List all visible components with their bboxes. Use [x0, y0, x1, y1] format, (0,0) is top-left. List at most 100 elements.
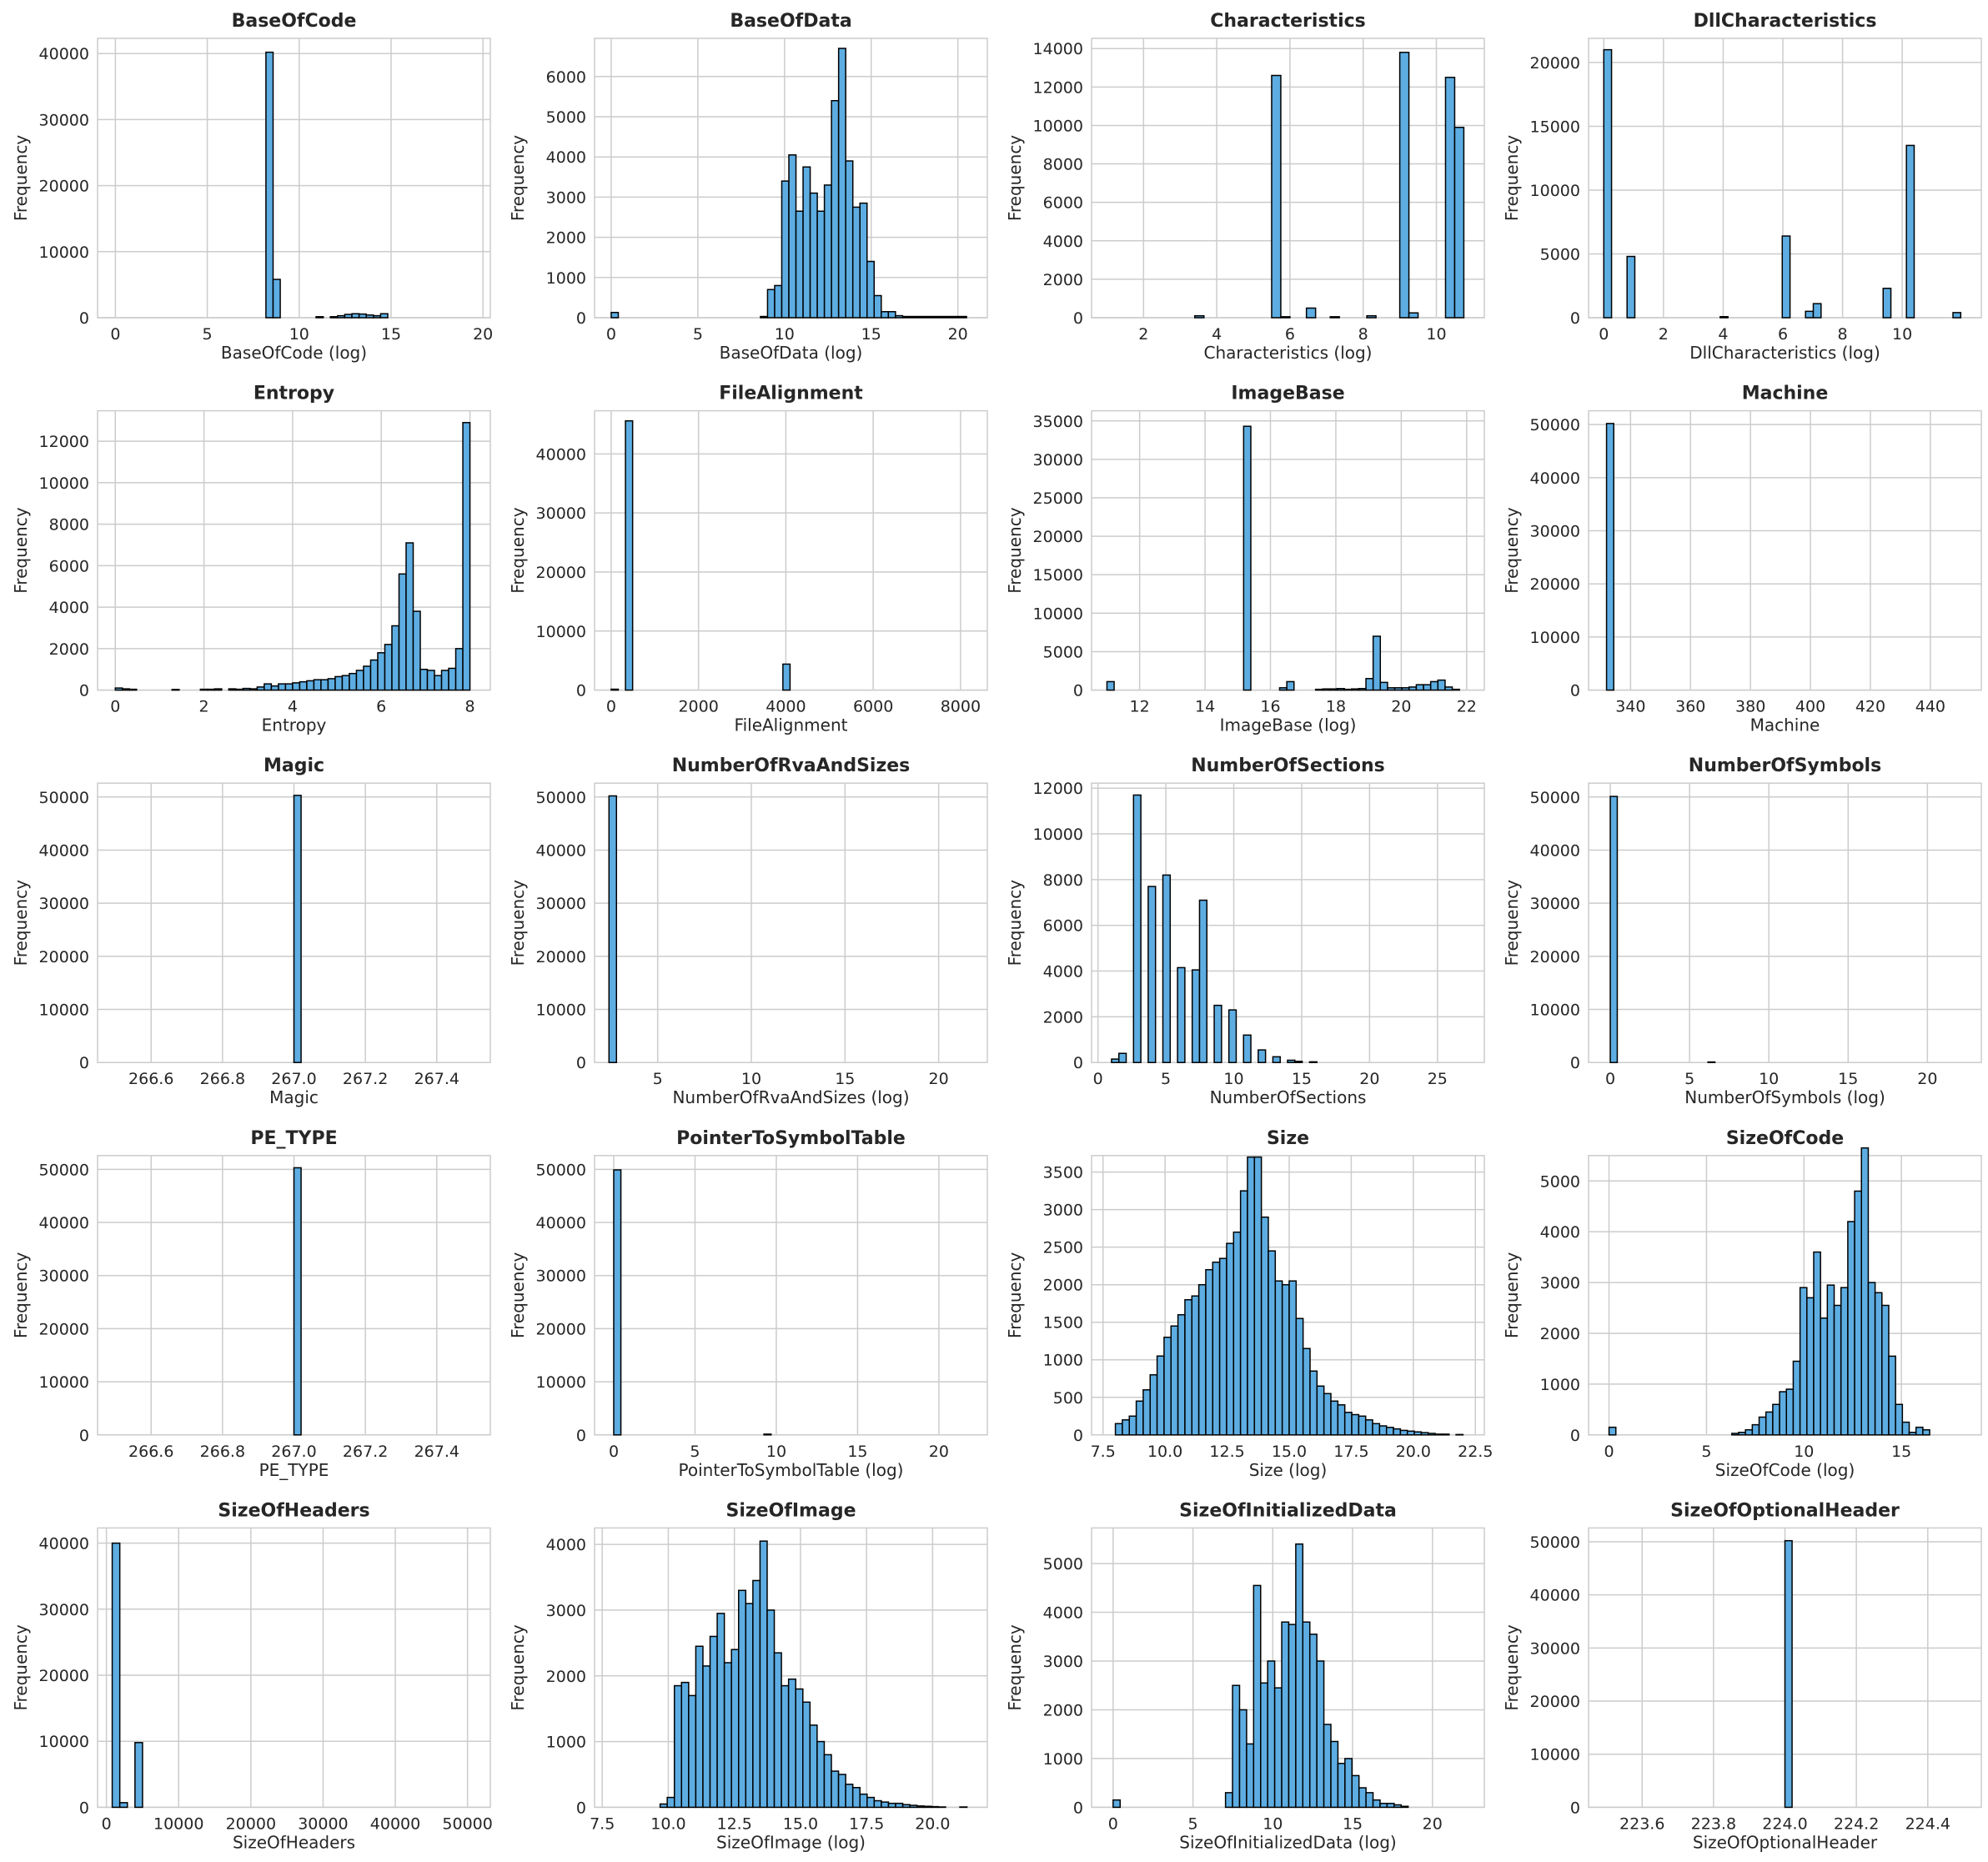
- histogram-bar: [1191, 1295, 1200, 1436]
- histogram-bar: [1386, 1802, 1395, 1809]
- histogram-bar: [1329, 688, 1338, 691]
- x-axis-label: FileAlignment: [735, 715, 848, 735]
- x-tick-label: 0: [1599, 325, 1609, 344]
- histogram-bar: [873, 1799, 882, 1809]
- histogram-bar: [809, 192, 818, 319]
- x-tick-label: 267.4: [414, 1070, 459, 1088]
- histogram-bar: [816, 210, 826, 319]
- x-tick-label: 20.0: [915, 1814, 950, 1833]
- y-axis-label: Frequency: [1005, 1252, 1025, 1338]
- y-tick-label: 35000: [1033, 413, 1083, 431]
- y-tick-label: 30000: [536, 1267, 586, 1286]
- histogram-bar: [1423, 684, 1432, 691]
- histogram-bar: [329, 316, 339, 319]
- x-tick-label: 0: [1604, 1443, 1614, 1461]
- histogram-bar: [1351, 1413, 1360, 1436]
- x-tick-label: 40000: [370, 1814, 420, 1833]
- y-axis-label: Frequency: [1502, 507, 1522, 593]
- x-tick-label: 10.0: [1147, 1443, 1182, 1461]
- x-axis-label: SizeOfHeaders: [233, 1832, 355, 1852]
- x-tick-label: 400: [1795, 698, 1825, 716]
- y-tick-label: 0: [1570, 1054, 1580, 1072]
- histogram-bar: [454, 648, 464, 691]
- histogram-bar: [613, 1169, 622, 1436]
- histogram-bar: [256, 686, 265, 691]
- histogram-bar: [1372, 635, 1382, 691]
- x-tick-label: 22.5: [1458, 1443, 1493, 1461]
- x-tick-label: 10: [1263, 1814, 1283, 1833]
- histogram-bar: [1609, 795, 1619, 1063]
- histogram-bar: [1232, 1231, 1242, 1436]
- x-axis-label: ImageBase (log): [1220, 715, 1357, 735]
- histogram-bar: [1337, 1404, 1346, 1436]
- x-axis-label: Characteristics (log): [1204, 343, 1373, 363]
- histogram-bar: [1106, 680, 1115, 691]
- histogram-bar: [901, 1804, 911, 1809]
- histogram-bar: [1805, 310, 1815, 319]
- histogram-bar: [752, 1579, 761, 1809]
- x-tick-label: 10: [1223, 1070, 1243, 1088]
- x-tick-label: 267.0: [271, 1070, 316, 1088]
- histogram-bar: [1287, 1059, 1296, 1063]
- y-axis-label: Frequency: [1502, 1624, 1522, 1710]
- histogram-bar: [1922, 1428, 1930, 1436]
- y-axis-label: Frequency: [508, 1624, 528, 1710]
- histogram-bar: [760, 315, 769, 319]
- y-tick-label: 20000: [1530, 1693, 1580, 1711]
- x-tick-label: 10.0: [650, 1814, 685, 1833]
- chart-title: Characteristics: [1210, 11, 1366, 32]
- y-tick-label: 30000: [39, 1267, 89, 1286]
- histogram-bar: [1441, 1433, 1450, 1436]
- histogram-bar: [625, 419, 634, 691]
- y-tick-label: 10000: [536, 1373, 586, 1392]
- chart-title: SizeOfImage: [725, 1500, 856, 1521]
- histogram-bar: [1295, 1317, 1304, 1436]
- histogram-bar: [1358, 688, 1367, 691]
- y-tick-label: 10000: [536, 1001, 586, 1020]
- histogram-bar: [377, 652, 386, 691]
- y-tick-label: 10000: [1530, 1001, 1580, 1020]
- y-tick-label: 2000: [1540, 1325, 1580, 1343]
- x-tick-label: 15: [1838, 1070, 1858, 1088]
- x-tick-label: 0: [110, 698, 120, 716]
- y-tick-label: 30000: [39, 1601, 89, 1619]
- histogram-bar: [923, 1805, 932, 1809]
- x-tick-label: 5: [690, 1443, 700, 1461]
- histogram-bar: [831, 1770, 840, 1809]
- histogram-bar: [837, 48, 846, 319]
- x-axis-label: NumberOfSymbols (log): [1684, 1087, 1885, 1107]
- chart-title: Size: [1267, 1128, 1309, 1149]
- histogram-bar: [1226, 1242, 1235, 1436]
- histogram-bar: [1908, 1432, 1917, 1436]
- histogram-bar: [823, 1754, 832, 1809]
- x-tick-label: 266.8: [200, 1443, 245, 1461]
- x-tick-label: 15: [1891, 1443, 1911, 1461]
- chart-title: BaseOfData: [730, 11, 851, 32]
- histogram-bar: [1751, 1423, 1760, 1436]
- x-tick-label: 4: [1212, 325, 1222, 344]
- histogram-bar: [1316, 1660, 1325, 1809]
- histogram-bar: [1378, 1425, 1388, 1436]
- x-tick-label: 440: [1915, 698, 1945, 716]
- x-tick-label: 6: [1285, 325, 1295, 344]
- histogram-bar: [1399, 1429, 1408, 1436]
- x-tick-label: 5: [1701, 1443, 1711, 1461]
- y-tick-label: 50000: [39, 1161, 89, 1179]
- histogram-bar: [341, 675, 350, 691]
- histogram-bar: [391, 625, 400, 691]
- histogram-bar: [1882, 288, 1892, 319]
- histogram-bar: [1177, 1313, 1186, 1436]
- histogram-bar: [1286, 680, 1295, 691]
- histogram-bar: [1379, 1802, 1388, 1809]
- histogram-bar: [1336, 688, 1345, 691]
- histogram-bar: [313, 679, 322, 691]
- y-tick-label: 40000: [536, 445, 586, 464]
- x-tick-label: 6: [376, 698, 386, 716]
- y-tick-label: 10000: [1530, 629, 1580, 647]
- y-tick-label: 3500: [1043, 1164, 1083, 1182]
- x-tick-label: 0: [110, 325, 120, 344]
- histogram-bar: [1156, 1355, 1165, 1436]
- y-tick-label: 10000: [1033, 117, 1083, 135]
- histogram-bar: [1260, 1682, 1268, 1809]
